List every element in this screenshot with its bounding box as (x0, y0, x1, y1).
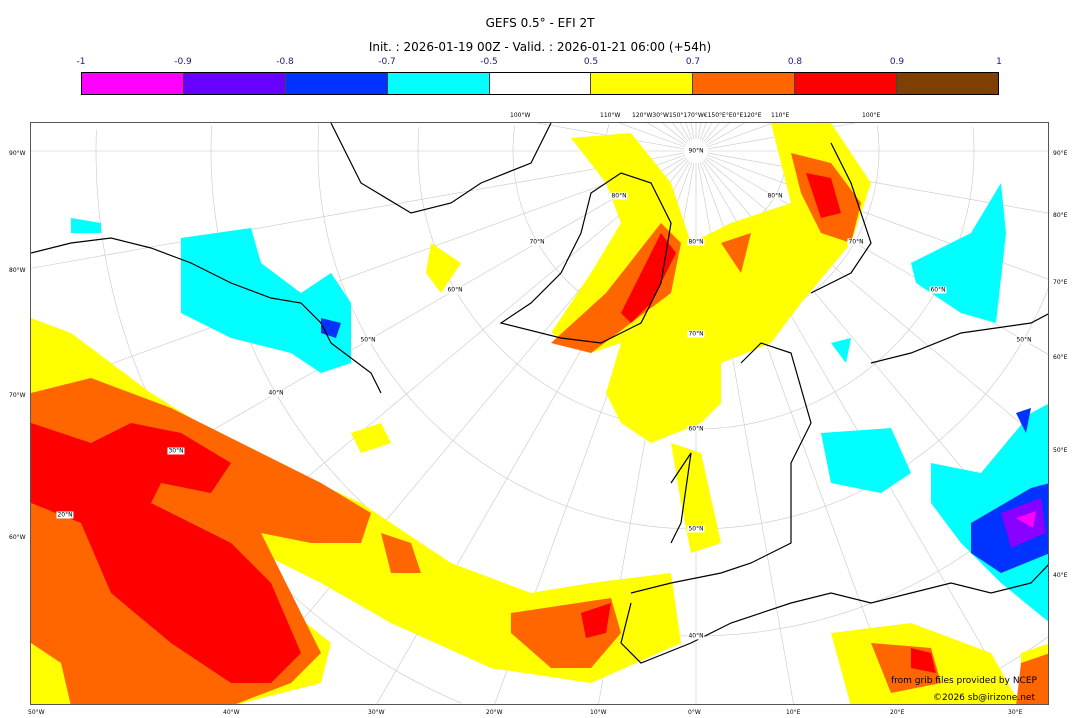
meridian-line (699, 123, 707, 140)
latitude-label: 70°N (847, 238, 865, 246)
colorbar-tick-label: 0.7 (685, 57, 701, 67)
colorbar-tick-label: 1 (996, 57, 1002, 67)
meridian-line (672, 123, 689, 143)
efi-map[interactable]: 90°N 80°N 70°N 60°N 50°N 40°N 60°N 50°N 40°N 30°N… (30, 122, 1049, 705)
colorbar-tick-label: -1 (76, 57, 86, 67)
axis-label-bottom: 50°W (28, 709, 45, 716)
latitude-label: 80°N (610, 192, 628, 200)
colorbar-swatch (693, 73, 796, 94)
colorbar-swatch (387, 73, 490, 94)
axis-label-left: 60°W (9, 534, 26, 541)
axis-label-bottom: 20°W (486, 709, 503, 716)
map-canvas (31, 123, 1048, 704)
meridian-line (685, 123, 693, 140)
axis-label-bottom: 30°E (1008, 709, 1023, 716)
meridian-line (690, 123, 695, 140)
axis-label-bottom: 20°E (890, 709, 905, 716)
latitude-label: 50°N (687, 525, 705, 533)
axis-label-right: 50°E (1053, 447, 1068, 454)
colorbar-swatch (285, 73, 388, 94)
meridian-line (662, 123, 688, 144)
axis-label-top: 120°W30°W150°170°W€150°E°E0°E120°E (632, 112, 762, 119)
latitude-label: 70°N (528, 238, 546, 246)
axis-label-left: 70°W (9, 392, 26, 399)
latitude-label: 80°N (687, 238, 705, 246)
colorbar-tick-label: -0.9 (174, 57, 192, 67)
colorbar-swatch (82, 73, 184, 94)
colorbar-swatch (795, 73, 898, 94)
meridian-line (697, 123, 702, 140)
axis-label-right: 60°E (1053, 354, 1068, 361)
latitude-label: 30°N (167, 447, 185, 455)
axis-label-left: 90°W (9, 150, 26, 157)
latitude-label: 60°N (929, 286, 947, 294)
axis-label-left: 80°W (9, 267, 26, 274)
colorbar-tick-label: -0.5 (480, 57, 498, 67)
meridian-line (647, 123, 686, 146)
latitude-label: 40°N (267, 389, 285, 397)
latitude-label: 90°N (687, 147, 705, 155)
colorbar-tick-label: -0.7 (378, 57, 396, 67)
colorbar-swatch (183, 73, 286, 94)
efi-magenta-areas (1016, 511, 1036, 528)
meridian-line (704, 123, 730, 144)
latitude-label: 80°N (766, 192, 784, 200)
axis-label-bottom: 40°W (223, 709, 240, 716)
axis-label-right: 90°E (1053, 150, 1068, 157)
coastlines (31, 123, 1048, 664)
meridian-line (706, 156, 1048, 355)
colorbar-swatch (489, 73, 592, 94)
meridian-line (701, 123, 713, 141)
efi-purple-areas (1001, 498, 1046, 548)
meridian-line (31, 154, 685, 394)
latitude-label: 50°N (1015, 336, 1033, 344)
colorbar-tick-label: 0.5 (583, 57, 599, 67)
efi-red-areas (31, 173, 936, 683)
copyright-credit: ©2026 sb@irizone.net (933, 693, 1035, 703)
latitude-label: 70°N (687, 330, 705, 338)
axis-label-right: 70°E (1053, 279, 1068, 286)
meridian-line (679, 123, 691, 141)
axis-label-bottom: 30°W (368, 709, 385, 716)
colorbar (81, 72, 999, 95)
meridian-line (707, 123, 774, 148)
colorbar-swatch (591, 73, 694, 94)
axis-label-bottom: 10°W (590, 709, 607, 716)
colorbar-tick-label: 0.8 (787, 57, 803, 67)
latitude-label: 60°N (446, 286, 464, 294)
axis-label-top: 100°W (510, 112, 531, 119)
axis-label-top: 110°W (600, 112, 621, 119)
data-source-credit: from grib files provided by NCEP (891, 676, 1037, 686)
map-title: GEFS 0.5° - EFI 2T (485, 16, 595, 30)
axis-label-right: 80°E (1053, 212, 1068, 219)
axis-label-top: 110°E (771, 112, 790, 119)
colorbar-swatch (897, 73, 999, 94)
meridian-line (704, 158, 1048, 447)
latitude-label: 50°N (359, 336, 377, 344)
axis-label-bottom: 0°W (688, 709, 701, 716)
axis-label-right: 40°E (1053, 572, 1068, 579)
axis-label-bottom: 10°E (786, 709, 801, 716)
meridian-line (31, 152, 685, 269)
axis-label-top: 100°E (862, 112, 881, 119)
meridian-line (706, 123, 745, 146)
map-subtitle: Init. : 2026-01-19 00Z - Valid. : 2026-0… (368, 40, 712, 54)
meridian-line (618, 123, 685, 148)
colorbar-tick-label: 0.9 (889, 57, 905, 67)
colorbar-tick-label: -0.8 (276, 57, 294, 67)
latitude-label: 60°N (687, 425, 705, 433)
latitude-label: 40°N (687, 632, 705, 640)
latitude-label: 20°N (56, 511, 74, 519)
meridian-line (703, 123, 720, 143)
